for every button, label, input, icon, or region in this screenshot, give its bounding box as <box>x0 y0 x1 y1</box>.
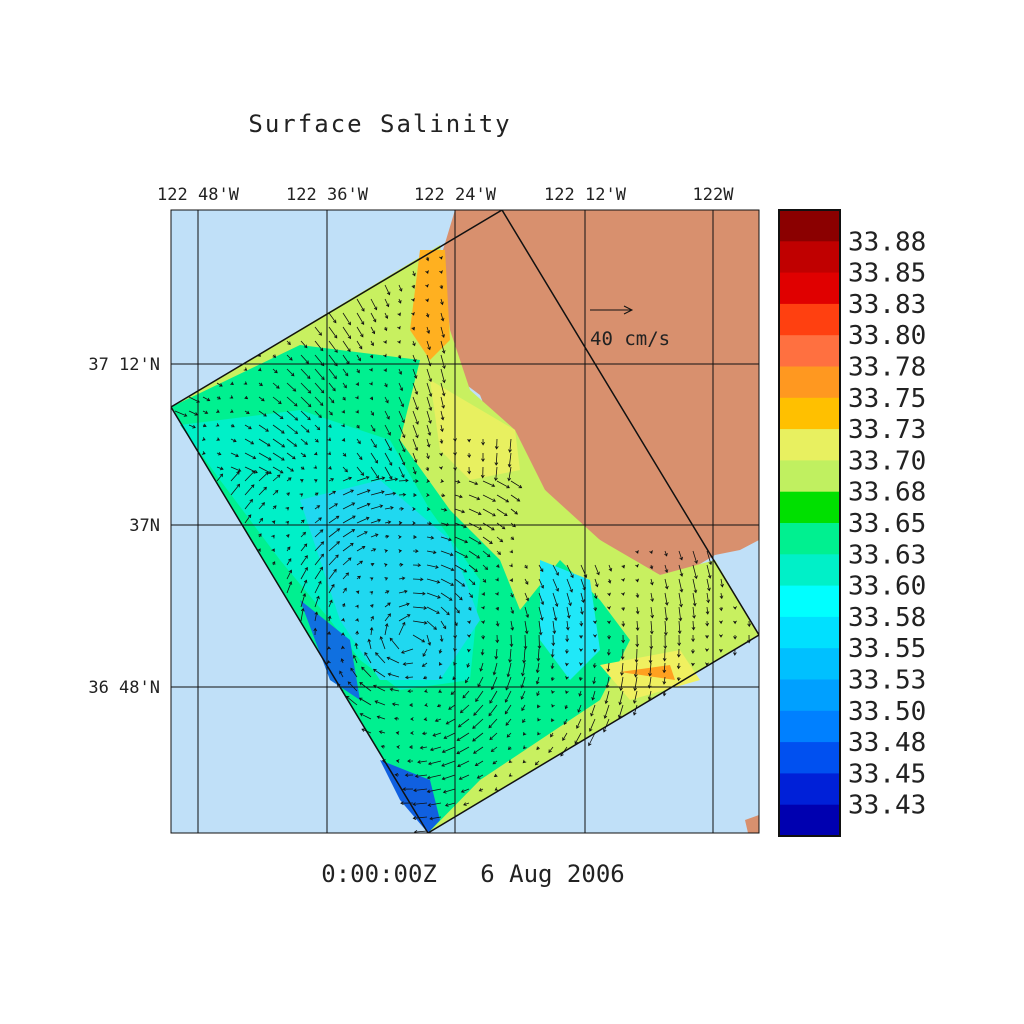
colorbar-label: 33.58 <box>848 603 926 633</box>
colorbar-label: 33.43 <box>848 791 926 821</box>
colorbar-label: 33.63 <box>848 540 926 570</box>
lon-label: 122W <box>693 185 735 205</box>
colorbar-band <box>779 742 840 774</box>
colorbar-label: 33.48 <box>848 728 926 758</box>
colorbar-band <box>779 460 840 493</box>
colorbar-label: 33.55 <box>848 634 926 664</box>
colorbar-frame <box>778 209 841 837</box>
colorbar-label: 33.73 <box>848 415 926 445</box>
colorbar-band <box>779 523 840 555</box>
domain-outline <box>171 210 759 833</box>
current-arrows <box>174 255 752 833</box>
colorbar-label: 33.53 <box>848 666 926 696</box>
colorbar-label: 33.45 <box>848 759 926 789</box>
colorbar-band <box>779 804 840 837</box>
colorbar-band <box>779 585 840 618</box>
colorbar-label: 33.78 <box>848 353 926 383</box>
scale-label: 40 cm/s <box>590 328 670 350</box>
colorbar-band <box>779 491 840 524</box>
colorbar: 33.8833.8533.8333.8033.7833.7533.7333.70… <box>778 209 926 837</box>
colorbar-band <box>779 429 840 461</box>
colorbar-band <box>779 679 840 712</box>
salinity-field <box>171 245 759 833</box>
colorbar-label: 33.85 <box>848 259 926 289</box>
title: Surface Salinity <box>248 110 511 138</box>
time-label: 0:00:00Z 6 Aug 2006 <box>321 860 624 888</box>
colorbar-label: 33.68 <box>848 478 926 508</box>
lon-labels: 122 48'W 122 36'W 122 24'W 122 12'W 122W <box>157 185 734 205</box>
colorbar-label: 33.70 <box>848 446 926 476</box>
colorbar-label: 33.50 <box>848 697 926 727</box>
colorbar-label: 33.83 <box>848 290 926 320</box>
colorbar-band <box>779 241 840 274</box>
lat-label: 37N <box>129 516 160 536</box>
land <box>745 815 759 833</box>
colorbar-band <box>779 303 840 336</box>
lon-label: 122 24'W <box>414 185 497 205</box>
lon-label: 122 48'W <box>157 185 240 205</box>
lat-label: 36 48'N <box>88 678 160 698</box>
colorbar-band <box>779 648 840 680</box>
colorbar-band <box>779 710 840 743</box>
map-frame <box>170 209 760 834</box>
land <box>440 210 759 575</box>
colorbar-band <box>779 397 840 430</box>
colorbar-band <box>779 335 840 367</box>
colorbar-band <box>779 616 840 649</box>
colorbar-band <box>779 773 840 806</box>
lat-labels: 37 12'N 37N 36 48'N <box>88 355 160 698</box>
graticule <box>171 210 759 833</box>
colorbar-band <box>779 554 840 587</box>
colorbar-band <box>779 272 840 305</box>
colorbar-band <box>779 210 840 242</box>
arrow-field <box>174 255 752 833</box>
colorbar-band <box>779 366 840 399</box>
colorbar-label: 33.60 <box>848 572 926 602</box>
map: 40 cm/s <box>171 210 759 833</box>
scale-arrow-head <box>623 305 634 315</box>
lon-label: 122 12'W <box>544 185 627 205</box>
colorbar-label: 33.80 <box>848 321 926 351</box>
colorbar-label: 33.75 <box>848 384 926 414</box>
colorbar-label: 33.88 <box>848 227 926 257</box>
lat-label: 37 12'N <box>88 355 160 375</box>
lon-label: 122 36'W <box>286 185 369 205</box>
colorbar-label: 33.65 <box>848 509 926 539</box>
